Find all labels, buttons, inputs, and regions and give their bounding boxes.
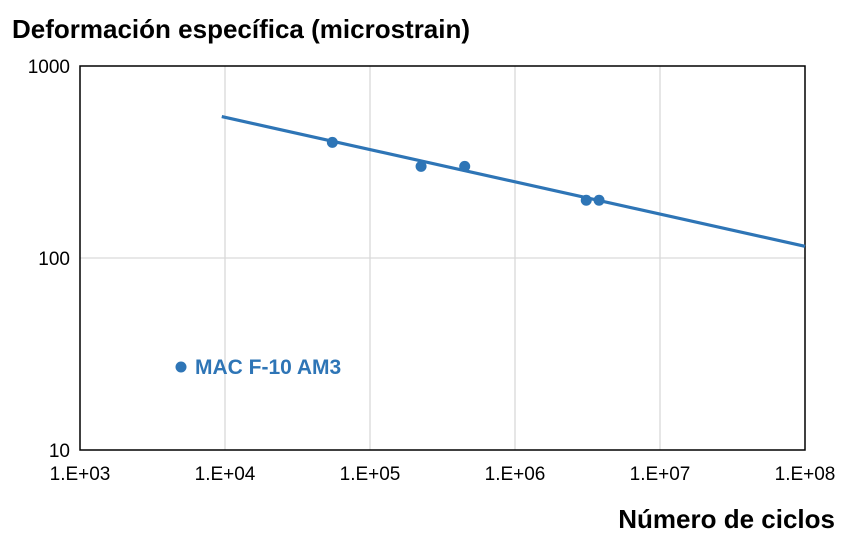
data-point xyxy=(593,194,605,206)
gridlines xyxy=(80,66,805,450)
x-tick-label: 1.E+03 xyxy=(50,464,111,485)
y-tick-label: 10 xyxy=(49,441,70,462)
x-tick-label: 1.E+06 xyxy=(485,464,546,485)
x-axis-title: Número de ciclos xyxy=(618,504,835,534)
legend-marker xyxy=(175,361,187,373)
data-point xyxy=(459,160,471,172)
legend-label: MAC F-10 AM3 xyxy=(195,356,341,379)
x-tick-label: 1.E+08 xyxy=(775,464,836,485)
chart-title: Deformación específica (microstrain) xyxy=(12,14,470,44)
x-axis-ticks: 1.E+03 1.E+04 1.E+05 1.E+06 1.E+07 1.E+08 xyxy=(50,464,836,485)
trendline-layer xyxy=(221,115,806,248)
y-axis-ticks: 10 100 1000 xyxy=(28,57,70,462)
data-point xyxy=(415,160,427,172)
trendline xyxy=(221,115,806,248)
data-point xyxy=(326,136,338,148)
data-points xyxy=(326,136,605,206)
plot-frame xyxy=(79,65,806,451)
x-tick-label: 1.E+07 xyxy=(630,464,691,485)
data-point xyxy=(580,194,592,206)
legend: MAC F-10 AM3 xyxy=(175,356,341,379)
x-tick-label: 1.E+04 xyxy=(195,464,256,485)
y-tick-label: 1000 xyxy=(28,57,70,78)
y-tick-label: 100 xyxy=(38,249,70,270)
x-tick-label: 1.E+05 xyxy=(340,464,401,485)
